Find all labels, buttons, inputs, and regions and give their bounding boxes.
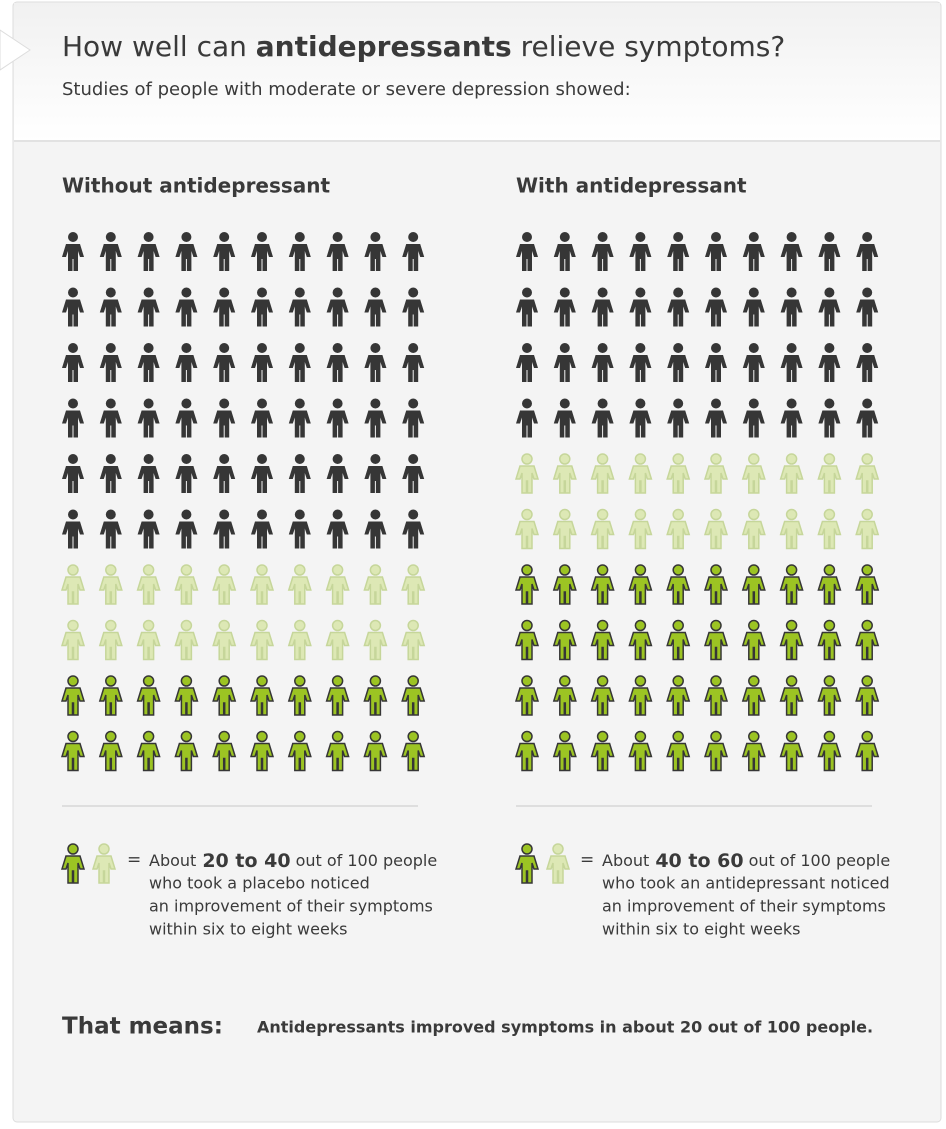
legend-line: within six to eight weeks	[602, 920, 800, 939]
legend-equals: =	[580, 850, 594, 870]
title-part: antidepressants	[256, 30, 512, 63]
legend-range: 20 to 40	[202, 850, 290, 872]
title-part: How well can	[62, 30, 256, 63]
legend-part: About	[149, 851, 196, 870]
legend-part: About	[602, 851, 649, 870]
subtitle: Studies of people with moderate or sever…	[62, 79, 631, 100]
panel-title: With antidepressant	[516, 174, 747, 198]
header-bg	[14, 3, 940, 141]
legend-line: About 20 to 40 out of 100 people	[149, 850, 437, 872]
corner-arrow	[0, 29, 31, 71]
legend-line: About 40 to 60 out of 100 people	[602, 850, 890, 872]
legend-equals: =	[127, 850, 141, 870]
title-part: relieve symptoms?	[512, 30, 786, 63]
legend-part: out of 100 people	[749, 851, 891, 870]
legend-line: who took a placebo noticed	[149, 874, 370, 893]
legend-line: who took an antidepressant noticed	[602, 874, 890, 893]
legend-line: within six to eight weeks	[149, 920, 347, 939]
card	[12, 1, 942, 1123]
panel-title: Without antidepressant	[62, 174, 331, 198]
title: How well can antidepressants relieve sym…	[62, 30, 785, 63]
summary-text: Antidepressants improved symptoms in abo…	[257, 1018, 873, 1037]
legend-range: 40 to 60	[655, 850, 743, 872]
legend-line: an improvement of their symptoms	[602, 897, 886, 916]
legend-line: an improvement of their symptoms	[149, 897, 433, 916]
legend-part: out of 100 people	[296, 851, 438, 870]
summary-label: That means:	[62, 1014, 223, 1040]
